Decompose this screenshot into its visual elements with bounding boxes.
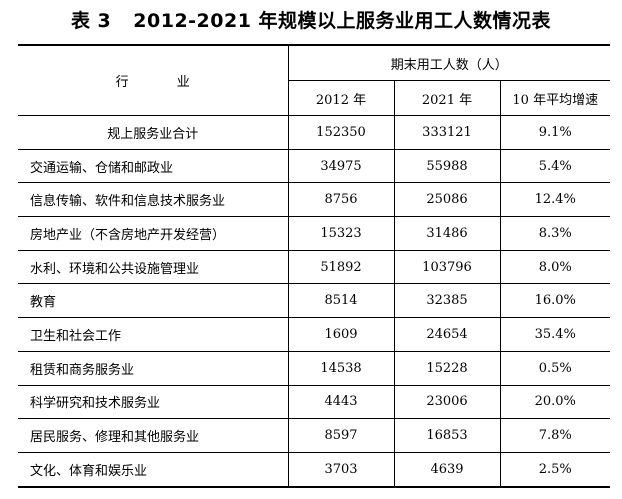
table-row: 规上服务业合计 152350 333121 9.1% <box>18 115 610 150</box>
value-2012-cell: 152350 <box>287 115 395 150</box>
industry-cell: 教育 <box>18 283 289 319</box>
growth-cell: 2.5% <box>499 451 610 488</box>
value-2021-cell: 55988 <box>393 148 501 184</box>
industry-cell: 文化、体育和娱乐业 <box>18 451 289 488</box>
value-2012-cell: 51892 <box>287 249 395 285</box>
table-row: 文化、体育和娱乐业 3703 4639 2.5% <box>18 451 610 488</box>
table-number: 表 3 <box>70 10 112 32</box>
table-row: 科学研究和技术服务业 4443 23006 20.0% <box>18 384 610 420</box>
growth-cell: 8.3% <box>499 216 610 251</box>
value-2021-cell: 24654 <box>393 317 501 352</box>
growth-cell: 12.4% <box>499 182 610 218</box>
value-2012-cell: 8597 <box>287 418 395 453</box>
table-row: 居民服务、修理和其他服务业 8597 16853 7.8% <box>18 418 610 453</box>
table-row: 交通运输、仓储和邮政业 34975 55988 5.4% <box>18 148 610 184</box>
value-2012-cell: 34975 <box>287 148 395 184</box>
table-row: 卫生和社会工作 1609 24654 35.4% <box>18 317 610 352</box>
value-2021-cell: 4639 <box>393 451 501 488</box>
table-title-text: 2012-2021 年规模以上服务业用工人数情况表 <box>133 10 552 32</box>
industry-cell: 房地产业（不含房地产开发经营） <box>18 216 289 251</box>
value-2021-cell: 333121 <box>393 115 501 150</box>
growth-cell: 35.4% <box>499 317 610 352</box>
industry-cell: 居民服务、修理和其他服务业 <box>18 418 289 453</box>
industry-cell: 科学研究和技术服务业 <box>18 384 289 420</box>
col-2021-header: 2021 年 <box>393 80 501 116</box>
table-row: 租赁和商务服务业 14538 15228 0.5% <box>18 350 610 386</box>
table-row: 房地产业（不含房地产开发经营） 15323 31486 8.3% <box>18 216 610 251</box>
industry-cell: 水利、环境和公共设施管理业 <box>18 249 289 285</box>
table-title: 表 3 2012-2021 年规模以上服务业用工人数情况表 <box>0 6 622 33</box>
value-2012-cell: 4443 <box>287 384 395 420</box>
growth-cell: 8.0% <box>499 249 610 285</box>
industry-header: 行 业 <box>18 44 289 116</box>
value-2021-cell: 32385 <box>393 283 501 319</box>
industry-cell: 规上服务业合计 <box>18 115 289 150</box>
value-2012-cell: 8514 <box>287 283 395 319</box>
employment-table: 行 业 期末用工人数（人） 2012 年 2021 年 10 年平均增速 规上服… <box>18 44 610 488</box>
value-2012-cell: 15323 <box>287 216 395 251</box>
industry-cell: 交通运输、仓储和邮政业 <box>18 148 289 184</box>
growth-cell: 0.5% <box>499 350 610 386</box>
industry-cell: 信息传输、软件和信息技术服务业 <box>18 182 289 218</box>
table-row: 信息传输、软件和信息技术服务业 8756 25086 12.4% <box>18 182 610 218</box>
col-2012-header: 2012 年 <box>288 80 395 116</box>
value-2012-cell: 8756 <box>287 182 395 218</box>
value-2021-cell: 103796 <box>393 249 501 285</box>
growth-cell: 20.0% <box>499 384 610 420</box>
value-2021-cell: 31486 <box>393 216 501 251</box>
value-2012-cell: 14538 <box>287 350 395 386</box>
value-2012-cell: 3703 <box>287 451 395 488</box>
table-body: 规上服务业合计 152350 333121 9.1% 交通运输、仓储和邮政业 34975 5… <box>18 115 610 488</box>
growth-cell: 9.1% <box>499 115 610 150</box>
industry-cell: 租赁和商务服务业 <box>18 350 289 386</box>
value-2012-cell: 1609 <box>287 317 395 352</box>
growth-cell: 5.4% <box>499 148 610 184</box>
value-2021-cell: 25086 <box>393 182 501 218</box>
growth-cell: 7.8% <box>499 418 610 453</box>
table-row: 水利、环境和公共设施管理业 51892 103796 8.0% <box>18 249 610 285</box>
table-row: 教育 8514 32385 16.0% <box>18 283 610 319</box>
value-2021-cell: 16853 <box>393 418 501 453</box>
industry-cell: 卫生和社会工作 <box>18 317 289 352</box>
value-2021-cell: 15228 <box>393 350 501 386</box>
growth-cell: 16.0% <box>499 283 610 319</box>
employment-group-header: 期末用工人数（人） <box>287 44 610 81</box>
col-growth-header: 10 年平均增速 <box>499 80 610 116</box>
value-2021-cell: 23006 <box>393 384 501 420</box>
